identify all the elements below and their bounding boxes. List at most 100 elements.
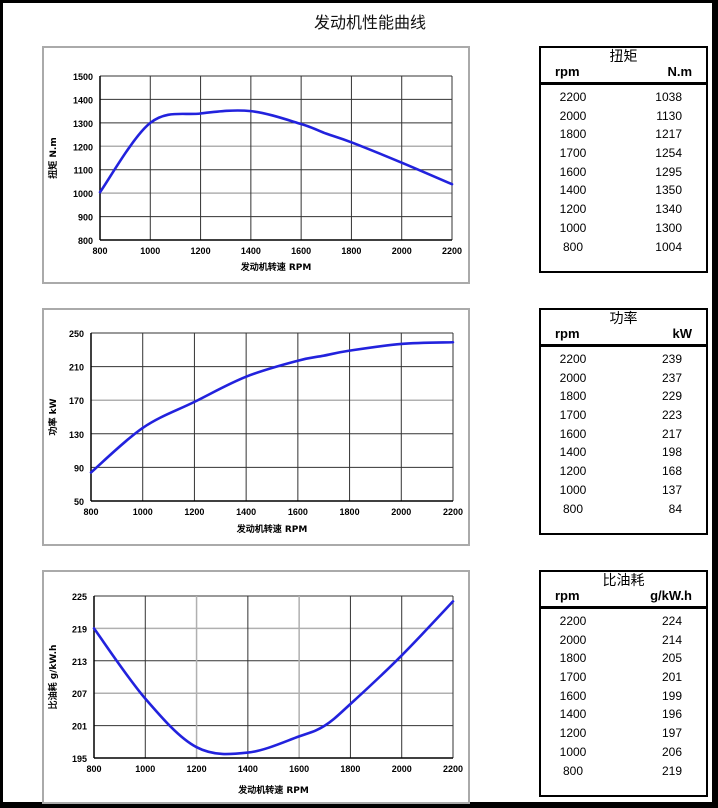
cell-value: 1300 [655, 220, 682, 235]
y-tick-label: 195 [72, 754, 87, 764]
x-tick-label: 800 [83, 507, 98, 517]
page: 发动机性能曲线 800 900 1000 1100 1200 1300 1400 1500 80… [3, 3, 712, 804]
cell-rpm: 1600 [559, 426, 587, 441]
x-tick-label: 1800 [340, 507, 360, 517]
col-rpm: rpm [555, 326, 580, 341]
table-row: 1800 205 [541, 649, 706, 668]
cell-value: 1130 [656, 108, 682, 123]
col-unit: N.m [667, 64, 692, 79]
table-row: 800 219 [541, 762, 706, 781]
y-tick-label: 219 [72, 624, 87, 634]
chart-plot: 195 201 207 213 219 225 800 1000 1200 1400 1600 180… [47, 592, 463, 796]
table-row: 1000 206 [541, 743, 706, 762]
y-tick-label: 130 [69, 430, 84, 440]
x-tick-label: 1600 [289, 764, 309, 774]
x-tick-label: 1800 [341, 246, 361, 256]
col-unit: g/kW.h [650, 588, 692, 603]
page-title: 发动机性能曲线 [313, 13, 426, 32]
cell-value: 201 [661, 670, 682, 685]
table-row: 1600 217 [541, 425, 706, 444]
cell-rpm: 2000 [559, 632, 587, 647]
table-title: 比油耗 [602, 573, 645, 589]
table-row: 800 84 [541, 500, 706, 519]
y-tick-label: 90 [74, 463, 84, 473]
y-tick-label: 210 [69, 363, 84, 373]
cell-rpm: 800 [562, 763, 584, 778]
table-row: 1700 223 [541, 406, 706, 425]
cell-rpm: 1400 [559, 445, 587, 460]
cell-rpm: 1200 [559, 202, 587, 217]
cell-value: 223 [661, 408, 682, 423]
y-tick-label: 1500 [73, 72, 93, 82]
cell-value: 1350 [655, 183, 682, 198]
cell-value: 1254 [655, 146, 682, 161]
table-row: 1800 229 [541, 387, 706, 406]
x-tick-label: 1000 [140, 246, 160, 256]
cell-value: 137 [661, 482, 682, 497]
x-tick-label: 1000 [133, 507, 153, 517]
cell-value: 1295 [655, 164, 682, 179]
x-tick-label: 1200 [184, 507, 204, 517]
table-header: rpm g/kW.h [541, 588, 706, 609]
table-row: 1400 1350 [541, 181, 706, 200]
table-row: 1000 137 [541, 481, 706, 500]
table-row: 1600 199 [541, 687, 706, 706]
x-tick-label: 800 [86, 764, 101, 774]
y-tick-label: 225 [72, 592, 87, 602]
table-row: 2000 237 [541, 369, 706, 388]
cell-value: 196 [661, 707, 682, 722]
x-tick-label: 1600 [288, 507, 308, 517]
table-row: 1200 1340 [541, 200, 706, 219]
y-tick-label: 800 [78, 236, 93, 246]
x-tick-label: 2200 [443, 507, 463, 517]
data-line [89, 340, 455, 474]
table-row: 800 1004 [541, 238, 706, 257]
cell-rpm: 1400 [559, 183, 587, 198]
x-axis-label: 发动机转速 RPM [236, 523, 308, 535]
cell-rpm: 800 [562, 501, 584, 516]
cell-rpm: 2000 [559, 108, 587, 123]
cell-rpm: 1400 [559, 707, 587, 722]
x-tick-label: 1400 [241, 246, 261, 256]
x-tick-label: 1400 [238, 764, 258, 774]
cell-rpm: 1800 [559, 651, 587, 666]
cell-value: 84 [668, 501, 682, 516]
table-row: 1800 1217 [541, 125, 706, 144]
fuel-consumption-chart: 195 201 207 213 219 225 800 1000 1200 1400 1600 180… [42, 570, 470, 804]
col-rpm: rpm [555, 64, 580, 79]
y-tick-label: 213 [72, 657, 87, 667]
data-line [98, 109, 454, 194]
table-row: 2200 1038 [541, 88, 706, 107]
cell-value: 237 [661, 370, 682, 385]
cell-value: 1340 [655, 202, 682, 217]
cell-rpm: 2200 [559, 614, 587, 628]
cell-value: 229 [661, 389, 682, 404]
x-tick-label: 2000 [391, 507, 411, 517]
col-rpm: rpm [555, 588, 580, 603]
x-tick-label: 1400 [236, 507, 256, 517]
x-tick-label: 1600 [291, 246, 311, 256]
table-row: 1700 1254 [541, 144, 706, 163]
x-tick-label: 1200 [191, 246, 211, 256]
cell-value: 205 [661, 651, 682, 666]
cell-value: 214 [661, 632, 682, 647]
fuel-consumption-table: 比油耗 rpm g/kW.h 2200 224 2000 214 1800 205 1700… [539, 570, 708, 797]
y-axis-label: 扭矩 N.m [47, 137, 59, 178]
torque-table: 扭矩 rpm N.m 2200 1038 2000 1130 1800 1217 1700 1… [539, 46, 708, 273]
y-tick-label: 201 [72, 722, 87, 732]
x-tick-label: 2000 [392, 246, 412, 256]
table-row: 1000 1300 [541, 219, 706, 238]
cell-value: 217 [661, 426, 682, 441]
cell-value: 1038 [655, 90, 682, 104]
x-tick-label: 800 [92, 246, 107, 256]
y-axis-label: 功率 kW [47, 398, 59, 435]
cell-rpm: 1000 [559, 220, 587, 235]
cell-rpm: 2200 [559, 90, 587, 104]
table-header: rpm N.m [541, 64, 706, 85]
y-tick-label: 50 [74, 497, 84, 507]
table-title: 功率 [609, 311, 638, 327]
cell-rpm: 1200 [559, 464, 587, 479]
cell-rpm: 2200 [559, 352, 587, 366]
y-tick-label: 1000 [73, 189, 93, 199]
cell-rpm: 1800 [559, 127, 587, 142]
